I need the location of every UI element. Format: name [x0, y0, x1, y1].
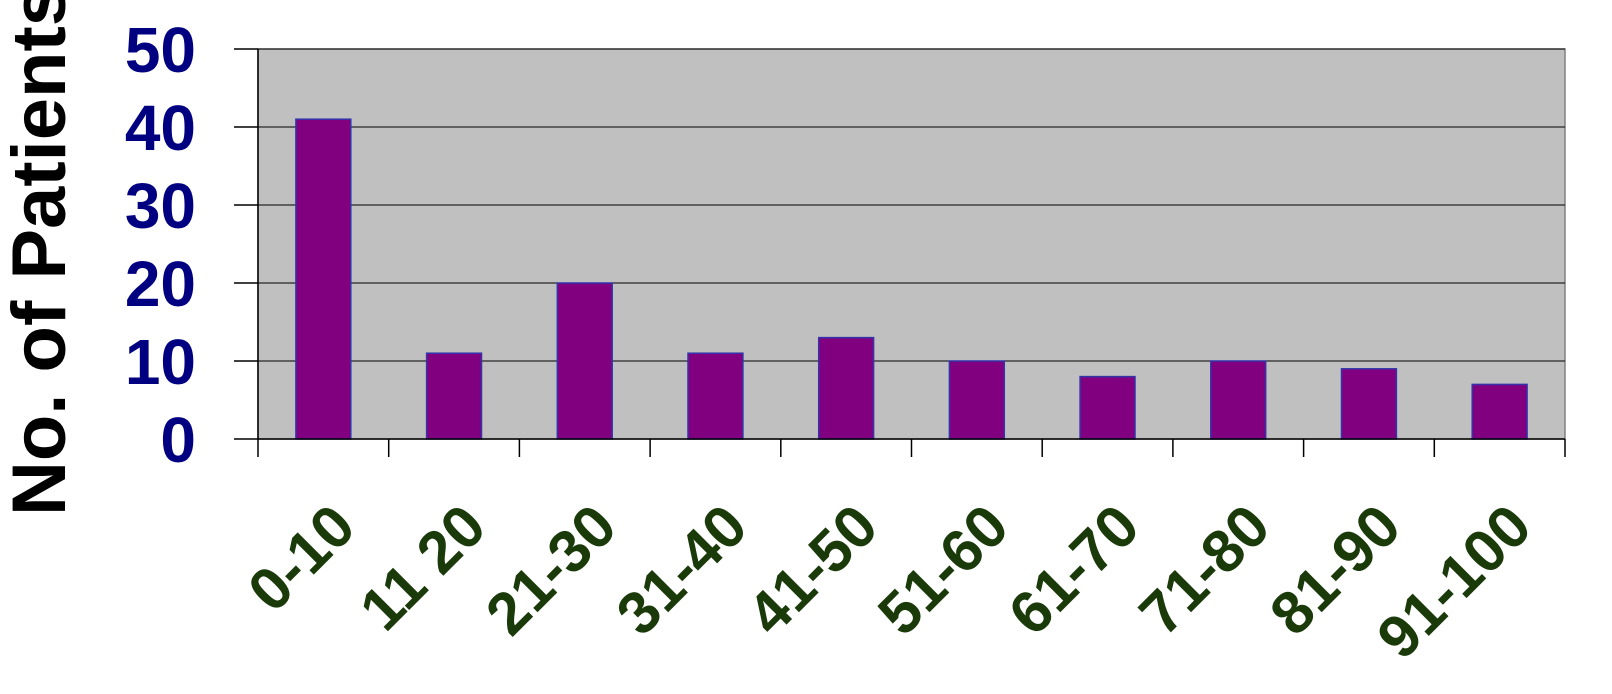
x-tick-label: 51-60 — [865, 492, 1021, 648]
x-tick-label: 21-30 — [473, 492, 629, 648]
bar-21-30 — [556, 282, 613, 440]
bar-51-60 — [948, 360, 1006, 440]
bar-0-10 — [295, 118, 352, 440]
y-tick-label: 40 — [125, 92, 196, 164]
y-tick-label: 20 — [125, 248, 196, 320]
bar-71-80 — [1210, 360, 1267, 440]
y-tick-label: 0 — [160, 404, 196, 476]
bar-11-20 — [425, 352, 483, 440]
y-axis-label: No. of Patients — [0, 0, 82, 516]
y-tick-label: 10 — [125, 326, 196, 398]
x-tick-label: 0-10 — [235, 492, 367, 624]
bar-41-50 — [817, 336, 875, 440]
y-tick-label: 30 — [125, 170, 196, 242]
x-tick-label: 41-50 — [734, 492, 890, 648]
x-tick-label: 61-70 — [996, 492, 1152, 648]
bars — [295, 118, 1528, 440]
bar-91-100 — [1471, 383, 1528, 440]
bar-31-40 — [687, 352, 744, 440]
y-tick-label: 50 — [125, 14, 196, 86]
x-tick-label: 71-80 — [1127, 492, 1283, 648]
x-tick-label: 31-40 — [604, 492, 760, 648]
bar-81-90 — [1340, 368, 1398, 440]
x-tick-label: 11 20 — [347, 492, 498, 643]
axes — [234, 48, 1566, 457]
bar-61-70 — [1079, 375, 1136, 440]
